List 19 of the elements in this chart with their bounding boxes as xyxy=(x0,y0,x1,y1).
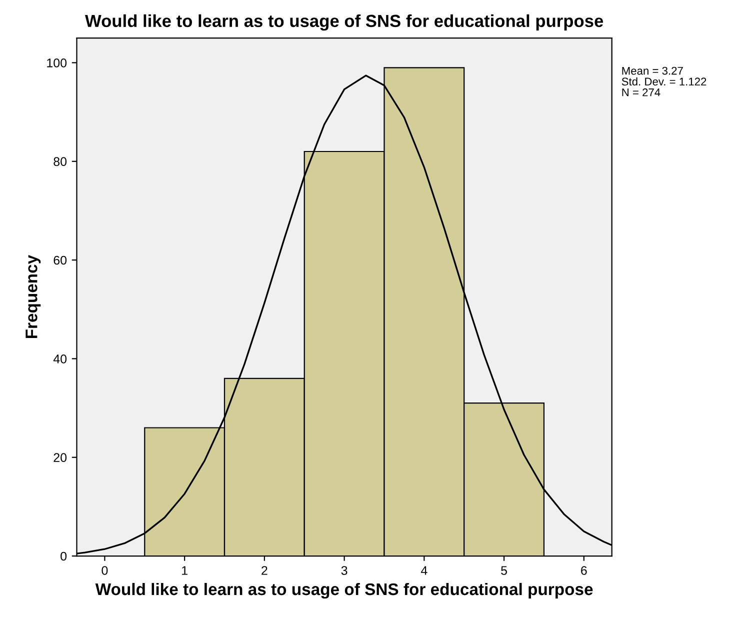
y-axis-title: Frequency xyxy=(26,254,41,338)
y-tick-label: 40 xyxy=(53,354,67,364)
y-tick-label: 80 xyxy=(54,157,67,166)
x-axis-title: Would like to learn as to usage of SNS for educational purpose xyxy=(95,582,593,599)
y-tick-label: 60 xyxy=(54,256,67,265)
y-tick-label: 100 xyxy=(47,58,67,68)
x-tick-label: 0 xyxy=(102,566,108,575)
y-tick-label: 20 xyxy=(54,453,67,462)
text: Std. Dev. = 1.122 xyxy=(622,77,706,86)
x-tick-label: 6 xyxy=(581,566,587,575)
x-tick-label: 2 xyxy=(262,566,268,575)
chart-title: Would like to learn as to usage of SNS for educational purpose xyxy=(85,14,604,31)
x-tick-label: 1 xyxy=(182,566,188,575)
text: Mean = 3.27 xyxy=(622,66,683,75)
text: N = 274 xyxy=(622,88,660,96)
x-tick-label: 5 xyxy=(501,566,507,575)
x-tick-label: 4 xyxy=(420,566,428,575)
x-tick-label: 3 xyxy=(341,566,348,575)
y-tick-label: 0 xyxy=(60,552,67,561)
